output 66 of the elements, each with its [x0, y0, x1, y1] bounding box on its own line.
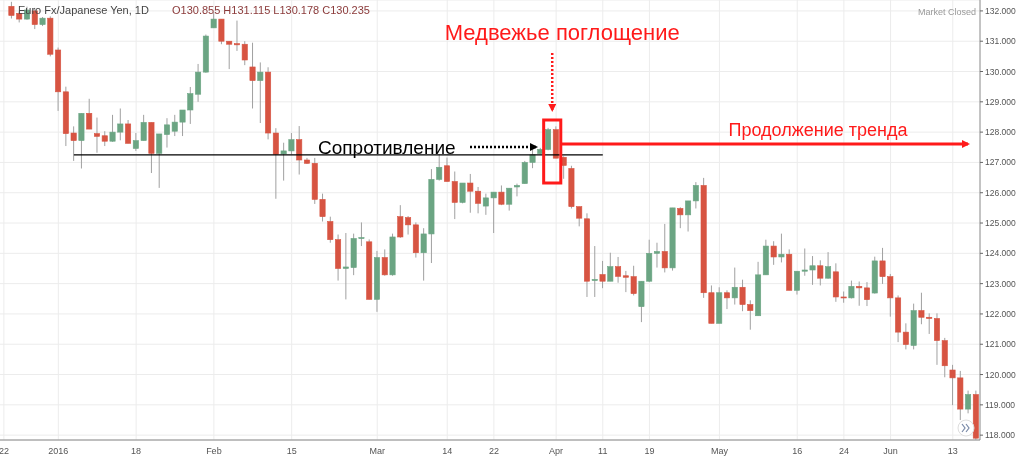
- y-tick-label: 121.000: [985, 339, 1016, 350]
- candlestick: [661, 223, 668, 273]
- annotation: Продолжение тренда: [728, 120, 909, 140]
- x-tick-label: 16: [792, 446, 803, 457]
- x-tick-label: 11: [598, 446, 608, 457]
- x-tick-label: Mar: [369, 446, 385, 457]
- candlestick: [514, 183, 520, 197]
- chart-title: Euro Fx/Japanese Yen, 1D: [18, 4, 149, 16]
- candlestick: [817, 259, 824, 286]
- y-tick-label: 127.000: [985, 157, 1016, 168]
- x-tick-label: 14: [442, 446, 453, 457]
- candlestick: [257, 61, 264, 124]
- y-tick-label: 118.000: [985, 430, 1016, 441]
- annotation: Market Closed: [917, 7, 976, 17]
- y-tick-label: 125.000: [985, 218, 1016, 229]
- chart-subtitle: O130.855 H131.115 L130.178 C130.235: [172, 4, 370, 16]
- candlestick: [615, 256, 622, 284]
- x-tick-label: 19: [644, 446, 655, 457]
- y-tick-label: 122.000: [985, 308, 1016, 319]
- candlestick: [272, 127, 279, 200]
- candlestick: [599, 260, 606, 289]
- candlestick: [86, 98, 93, 130]
- candlestick: [778, 233, 785, 263]
- x-tick-label: 18: [131, 446, 142, 457]
- candlestick: [249, 42, 256, 109]
- x-tick-label: May: [710, 446, 729, 457]
- candlestick: [591, 245, 598, 298]
- candlestick: [506, 187, 513, 212]
- y-tick-label: 130.000: [985, 66, 1016, 77]
- x-tick-label: 15: [286, 446, 297, 457]
- y-tick-label: 120.000: [985, 369, 1016, 380]
- candlestick: [692, 181, 699, 209]
- candlestick: [965, 390, 972, 414]
- y-tick-label: 129.000: [985, 96, 1016, 107]
- candlestick: [685, 200, 692, 233]
- annotation: Медвежье поглощение: [444, 20, 680, 45]
- candlestick: [381, 248, 388, 277]
- candlestick: [156, 133, 163, 189]
- x-tick-label: Apr: [549, 446, 564, 457]
- y-tick-label: 119.000: [985, 399, 1016, 410]
- y-tick-label: 123.000: [985, 278, 1016, 289]
- candlestick: [654, 242, 660, 269]
- candlestick: [902, 322, 909, 350]
- candlestick: [724, 289, 730, 310]
- y-tick-label: 128.000: [985, 127, 1016, 138]
- y-tick-label: 132.000: [985, 5, 1016, 16]
- x-tick-label: 22: [488, 446, 499, 457]
- y-tick-label: 124.000: [985, 248, 1016, 259]
- x-tick-label: 13: [947, 446, 958, 457]
- y-tick-label: 126.000: [985, 187, 1016, 198]
- x-tick-label: Jun: [883, 446, 898, 457]
- candlestick: [825, 251, 832, 280]
- x-tick-label: 22: [0, 446, 9, 457]
- candlestick: [607, 252, 614, 282]
- candlestick: [296, 125, 303, 176]
- candlestick: [770, 240, 777, 266]
- y-tick-label: 131.000: [985, 36, 1016, 47]
- candlestick: [856, 281, 863, 307]
- candlestick: [731, 267, 738, 306]
- candlestick: [677, 206, 684, 229]
- candlestick: [125, 119, 132, 144]
- x-tick-label: 24: [838, 446, 849, 457]
- x-tick-label: Feb: [206, 446, 222, 457]
- candlestick: [864, 281, 870, 307]
- x-tick-label: 2016: [48, 446, 69, 457]
- annotation: Сопротивление: [318, 137, 456, 158]
